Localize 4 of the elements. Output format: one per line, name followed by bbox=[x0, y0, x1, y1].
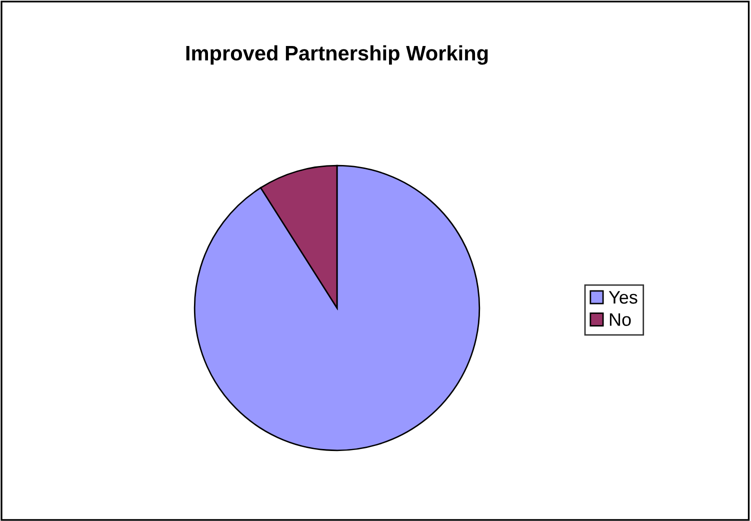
pie-slice bbox=[194, 164, 480, 452]
chart-title: Improved Partnership Working bbox=[186, 45, 488, 65]
legend-label: No bbox=[610, 313, 631, 326]
legend-label: Yes bbox=[608, 291, 638, 304]
